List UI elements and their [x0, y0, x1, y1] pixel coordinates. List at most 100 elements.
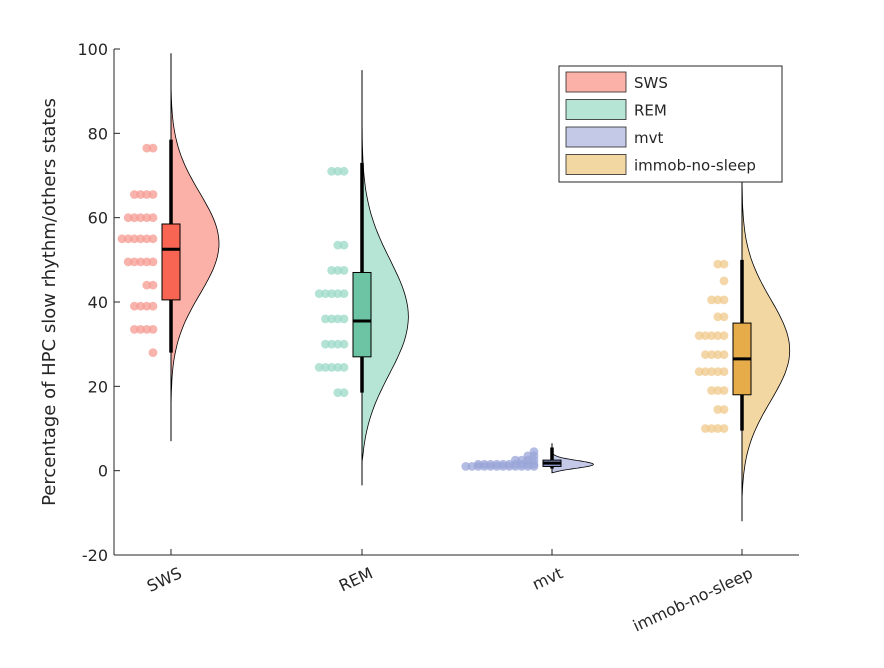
- point-immob-no-sleep: [713, 295, 723, 305]
- point-immob-no-sleep: [719, 424, 729, 433]
- point-rem: [339, 363, 349, 372]
- point-immob-no-sleep: [713, 424, 723, 433]
- point-immob-no-sleep: [701, 350, 710, 360]
- point-sws: [130, 325, 139, 334]
- legend: SWS REM mvt immob-no-sleep: [558, 65, 783, 183]
- point-sws: [142, 325, 152, 334]
- point-rem: [321, 289, 330, 298]
- point-rem: [339, 388, 349, 398]
- point-sws: [130, 301, 139, 311]
- point-sws: [136, 234, 146, 244]
- point-immob-no-sleep: [707, 367, 716, 376]
- point-rem: [327, 314, 336, 324]
- point-rem: [314, 363, 324, 372]
- point-sws: [148, 190, 158, 199]
- point-rem: [339, 166, 349, 176]
- point-sws: [148, 234, 158, 244]
- point-rem: [333, 339, 343, 349]
- point-sws: [148, 257, 158, 267]
- point-immob-no-sleep: [713, 386, 723, 395]
- point-mvt: [511, 462, 520, 471]
- legend-label: REM: [634, 102, 667, 120]
- legend-swatch: [565, 99, 627, 120]
- point-immob-no-sleep: [719, 276, 729, 286]
- point-rem: [327, 166, 336, 176]
- legend-swatch: [565, 154, 627, 175]
- density-sws: [170, 86, 220, 408]
- point-sws: [142, 234, 152, 244]
- point-immob-no-sleep: [719, 350, 729, 360]
- y-tick-label: 100: [77, 40, 108, 59]
- point-rem: [333, 240, 343, 250]
- point-immob-no-sleep: [719, 386, 729, 395]
- density-rem: [361, 99, 409, 463]
- point-sws: [136, 213, 146, 223]
- y-axis-label: Percentage of HPC slow rhythm/others sta…: [39, 98, 60, 506]
- box-rem: [352, 271, 372, 358]
- point-immob-no-sleep: [713, 312, 723, 322]
- legend-swatch: [565, 71, 627, 93]
- box-sws: [161, 223, 181, 301]
- point-sws: [136, 325, 146, 334]
- legend-label: SWS: [634, 74, 668, 92]
- point-immob-no-sleep: [713, 405, 723, 414]
- point-immob-no-sleep: [701, 367, 710, 376]
- y-tick-label: -20: [82, 546, 108, 565]
- group-sws: [117, 53, 220, 442]
- point-immob-no-sleep: [713, 350, 723, 360]
- plot-area: [117, 53, 791, 522]
- point-immob-no-sleep: [713, 331, 723, 341]
- point-immob-no-sleep: [701, 331, 710, 341]
- point-rem: [339, 314, 349, 324]
- x-tick-label: REM: [336, 563, 376, 595]
- point-rem: [339, 339, 349, 349]
- point-immob-no-sleep: [719, 367, 729, 376]
- point-sws: [123, 257, 133, 267]
- point-rem: [333, 363, 343, 372]
- point-immob-no-sleep: [707, 424, 716, 433]
- point-mvt: [523, 462, 533, 471]
- point-rem: [333, 388, 343, 398]
- point-rem: [339, 240, 349, 250]
- y-tick-label: 40: [88, 293, 108, 312]
- legend-label: immob-no-sleep: [634, 157, 756, 175]
- y-tick-label: 0: [98, 462, 108, 481]
- point-mvt: [480, 462, 489, 471]
- point-mvt: [467, 462, 477, 471]
- legend-label: mvt: [634, 129, 663, 147]
- y-tick-label: 80: [88, 124, 108, 143]
- point-rem: [321, 339, 330, 349]
- point-rem: [333, 314, 343, 324]
- point-mvt: [504, 462, 514, 471]
- point-immob-no-sleep: [694, 367, 704, 376]
- y-tick-label: 60: [88, 209, 108, 228]
- point-rem: [333, 289, 343, 298]
- point-sws: [142, 190, 152, 199]
- point-sws: [123, 213, 133, 223]
- point-immob-no-sleep: [701, 424, 710, 433]
- group-rem: [314, 70, 409, 486]
- point-sws: [136, 257, 146, 267]
- point-immob-no-sleep: [719, 312, 729, 322]
- point-sws: [142, 301, 152, 311]
- point-sws: [117, 234, 127, 244]
- point-immob-no-sleep: [694, 331, 704, 341]
- point-rem: [333, 166, 343, 176]
- point-sws: [130, 234, 139, 244]
- point-rem: [327, 339, 336, 349]
- point-rem: [339, 289, 349, 298]
- point-immob-no-sleep: [719, 259, 729, 269]
- point-immob-no-sleep: [713, 367, 723, 376]
- point-rem: [339, 266, 349, 275]
- point-sws: [142, 280, 152, 290]
- point-rem: [327, 266, 336, 275]
- point-rem: [333, 266, 343, 275]
- point-mvt: [461, 462, 471, 471]
- point-rem: [321, 314, 330, 324]
- density-immob-no-sleep: [741, 175, 791, 499]
- group-mvt: [461, 443, 594, 474]
- point-immob-no-sleep: [707, 350, 716, 360]
- point-sws: [130, 190, 139, 199]
- point-rem: [314, 289, 324, 298]
